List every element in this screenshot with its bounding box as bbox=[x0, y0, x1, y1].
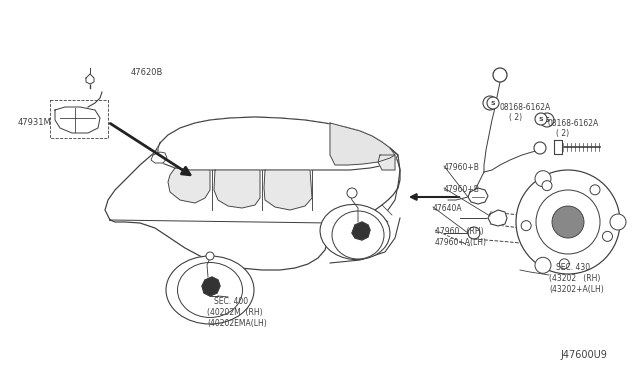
Polygon shape bbox=[151, 152, 167, 163]
Text: 08168-6162A: 08168-6162A bbox=[547, 119, 598, 128]
Circle shape bbox=[610, 214, 626, 230]
Circle shape bbox=[602, 231, 612, 241]
Text: 47931M: 47931M bbox=[18, 118, 52, 127]
Circle shape bbox=[552, 206, 584, 238]
Circle shape bbox=[536, 190, 600, 254]
Circle shape bbox=[540, 113, 554, 127]
Circle shape bbox=[516, 170, 620, 274]
Polygon shape bbox=[352, 222, 370, 240]
Text: 47960+B: 47960+B bbox=[444, 163, 480, 172]
Polygon shape bbox=[488, 210, 507, 226]
Text: 47640A: 47640A bbox=[433, 204, 463, 213]
Circle shape bbox=[559, 259, 570, 269]
Polygon shape bbox=[158, 117, 398, 170]
Ellipse shape bbox=[320, 205, 390, 260]
Text: 47960+A(LH): 47960+A(LH) bbox=[435, 238, 487, 247]
Text: SEC. 430: SEC. 430 bbox=[556, 263, 590, 272]
Text: J47600U9: J47600U9 bbox=[560, 350, 607, 360]
Ellipse shape bbox=[332, 211, 384, 259]
Ellipse shape bbox=[166, 256, 254, 324]
Circle shape bbox=[534, 142, 546, 154]
Circle shape bbox=[487, 97, 499, 109]
Circle shape bbox=[535, 171, 551, 187]
Text: ( 2): ( 2) bbox=[509, 113, 522, 122]
Polygon shape bbox=[86, 74, 94, 84]
Circle shape bbox=[468, 227, 480, 239]
Text: ( 2): ( 2) bbox=[556, 129, 569, 138]
Text: (40202EMA(LH): (40202EMA(LH) bbox=[207, 319, 267, 328]
Circle shape bbox=[347, 188, 357, 198]
Circle shape bbox=[535, 257, 551, 273]
Circle shape bbox=[206, 252, 214, 260]
Polygon shape bbox=[214, 170, 260, 208]
Circle shape bbox=[542, 181, 552, 190]
Text: S: S bbox=[539, 116, 543, 122]
Text: S: S bbox=[545, 117, 550, 123]
Text: (43202   (RH): (43202 (RH) bbox=[549, 274, 600, 283]
Polygon shape bbox=[264, 170, 312, 210]
Text: 47960   (RH): 47960 (RH) bbox=[435, 227, 484, 236]
Polygon shape bbox=[202, 277, 220, 296]
Polygon shape bbox=[168, 168, 210, 203]
Polygon shape bbox=[378, 155, 395, 170]
Polygon shape bbox=[105, 117, 400, 270]
Circle shape bbox=[590, 185, 600, 195]
Polygon shape bbox=[330, 123, 395, 165]
Text: SEC. 400: SEC. 400 bbox=[214, 297, 248, 306]
Circle shape bbox=[521, 221, 531, 231]
Polygon shape bbox=[468, 188, 488, 204]
Text: (40202M  (RH): (40202M (RH) bbox=[207, 308, 262, 317]
Text: (43202+A(LH): (43202+A(LH) bbox=[549, 285, 604, 294]
Ellipse shape bbox=[177, 263, 243, 317]
Circle shape bbox=[483, 96, 497, 110]
Text: 47620B: 47620B bbox=[131, 68, 163, 77]
Text: S: S bbox=[488, 100, 493, 106]
Text: S: S bbox=[491, 100, 495, 106]
Polygon shape bbox=[55, 107, 100, 133]
Circle shape bbox=[535, 113, 547, 125]
Polygon shape bbox=[554, 140, 562, 154]
Text: 47960+B: 47960+B bbox=[444, 185, 480, 194]
Text: 08168-6162A: 08168-6162A bbox=[500, 103, 551, 112]
Circle shape bbox=[493, 68, 507, 82]
